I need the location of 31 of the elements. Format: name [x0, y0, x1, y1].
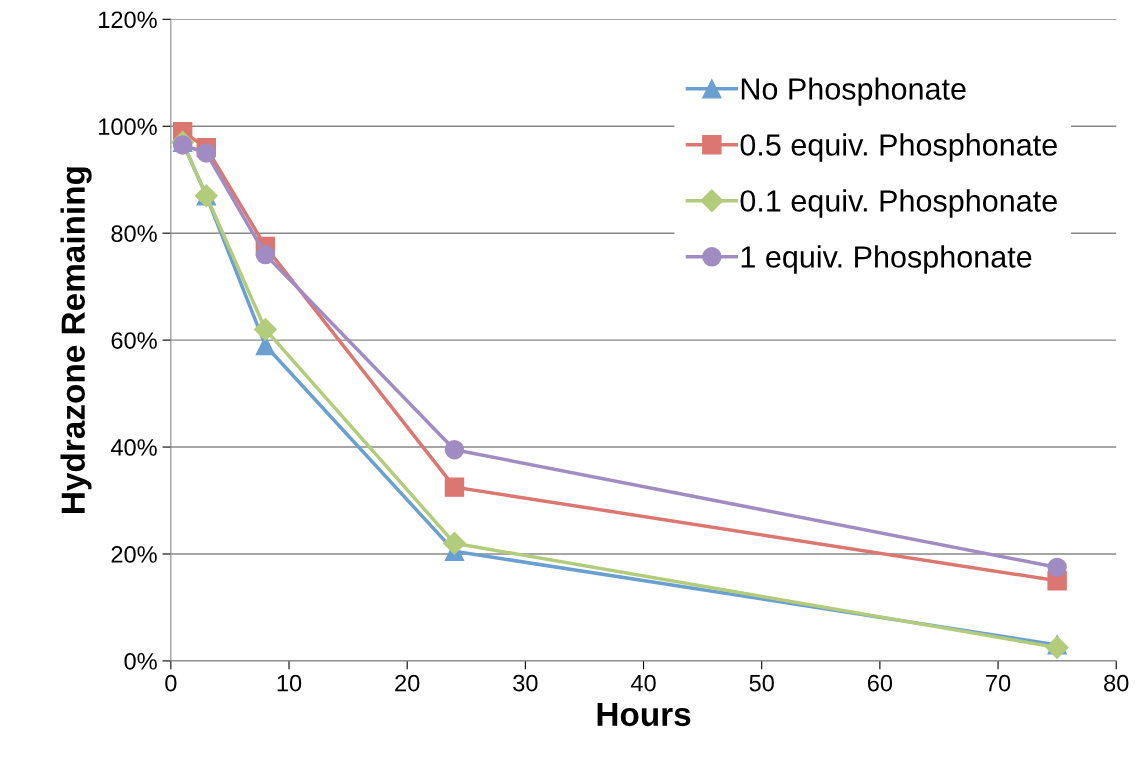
- legend-label: 0.5 equiv. Phosphonate: [740, 133, 1057, 162]
- x-tick-label: 50: [749, 674, 774, 692]
- x-tick-label: 40: [630, 674, 656, 692]
- x-tick-label: 0: [165, 674, 177, 692]
- point: [444, 477, 465, 497]
- x-tick-label: 30: [513, 674, 538, 692]
- x-tick-label: 10: [277, 674, 302, 692]
- y-tick-label: 0%: [124, 652, 157, 670]
- y-tick-label: 100%: [99, 118, 157, 136]
- y-tick-label: 60%: [111, 332, 157, 349]
- y-tick-label: 40%: [110, 439, 157, 456]
- legend-label: No Phosphonate: [741, 77, 966, 106]
- y-axis-title: Hydrazone Remaining: [60, 167, 92, 513]
- y-tick-label: 20%: [111, 546, 157, 563]
- x-tick-label: 20: [395, 674, 420, 692]
- point: [172, 135, 193, 155]
- point: [442, 531, 466, 555]
- x-tick-label: 60: [867, 674, 893, 692]
- x-tick-label: 80: [1104, 674, 1129, 692]
- point: [253, 317, 277, 341]
- legend-label: 1 equiv. Phosphonate: [741, 245, 1032, 274]
- x-axis-title: Hours: [597, 702, 691, 727]
- y-tick-label: 120%: [99, 11, 157, 29]
- y-tick-label: 80%: [111, 225, 157, 242]
- x-tick-label: 70: [986, 674, 1011, 692]
- point: [255, 244, 276, 265]
- point: [1047, 557, 1067, 578]
- point: [1045, 636, 1069, 660]
- point: [196, 143, 217, 163]
- point: [444, 440, 465, 460]
- legend-label: 0.1 equiv. Phosphonate: [740, 189, 1057, 218]
